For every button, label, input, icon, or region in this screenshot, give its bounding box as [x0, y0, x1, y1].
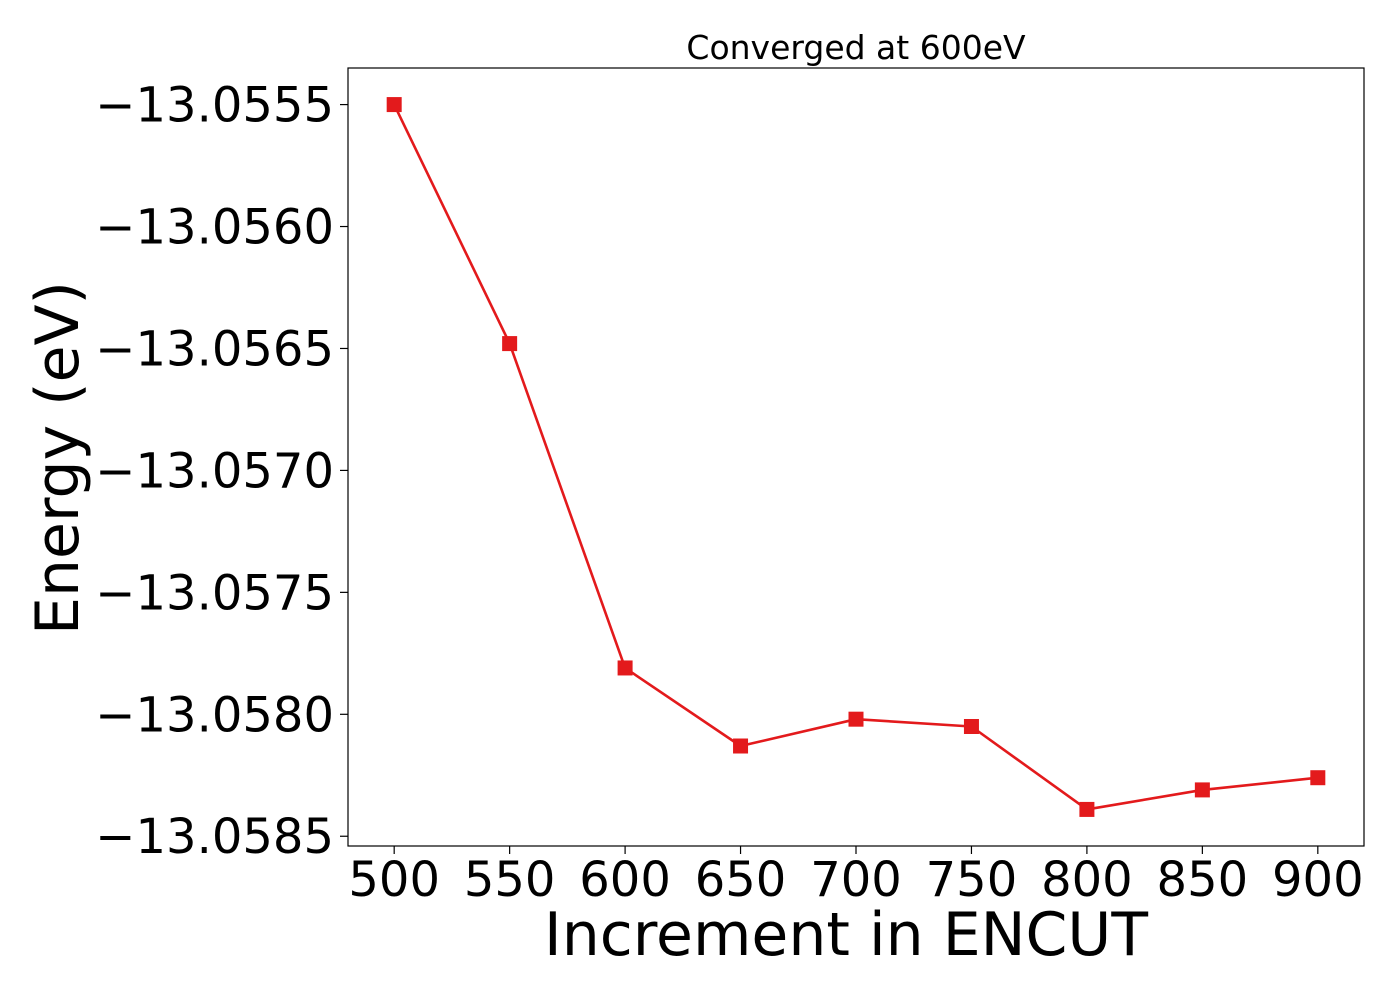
data-point-marker [1310, 770, 1326, 786]
series-layer [386, 97, 1326, 817]
x-tick-label: 500 [348, 852, 440, 908]
x-tick-label: 550 [464, 852, 556, 908]
y-axis-label: Energy (eV) [23, 281, 93, 635]
plot-area-frame [347, 67, 1365, 847]
x-tick-label: 700 [810, 852, 902, 908]
data-point-marker [963, 718, 979, 734]
y-tick-label: −13.0585 [95, 809, 334, 865]
x-axis-ticks: 500 550 600 650 700 750 800 850 900 [348, 846, 1364, 908]
data-point-marker [1194, 782, 1210, 798]
x-tick-label: 800 [1041, 852, 1133, 908]
data-point-marker [617, 660, 633, 676]
data-point-marker [1079, 801, 1095, 817]
y-axis-ticks: −13.0555 −13.0560 −13.0565 −13.0570 −13.0575… [95, 78, 348, 865]
y-tick-label: −13.0565 [95, 321, 334, 377]
x-tick-label: 600 [579, 852, 671, 908]
chart-title: Converged at 600eV [686, 28, 1026, 67]
x-tick-label: 650 [695, 852, 787, 908]
y-tick-label: −13.0560 [95, 200, 334, 256]
x-axis-label: Increment in ENCUT [544, 900, 1148, 970]
x-tick-label: 900 [1272, 852, 1364, 908]
y-tick-label: −13.0580 [95, 687, 334, 743]
y-tick-label: −13.0570 [95, 443, 334, 499]
x-tick-label: 750 [926, 852, 1018, 908]
data-point-marker [502, 336, 518, 352]
x-tick-label: 850 [1157, 852, 1249, 908]
data-point-marker [386, 97, 402, 113]
y-tick-label: −13.0555 [95, 78, 334, 134]
data-point-marker [733, 738, 749, 754]
y-tick-label: −13.0575 [95, 565, 334, 621]
data-point-marker [848, 711, 864, 727]
